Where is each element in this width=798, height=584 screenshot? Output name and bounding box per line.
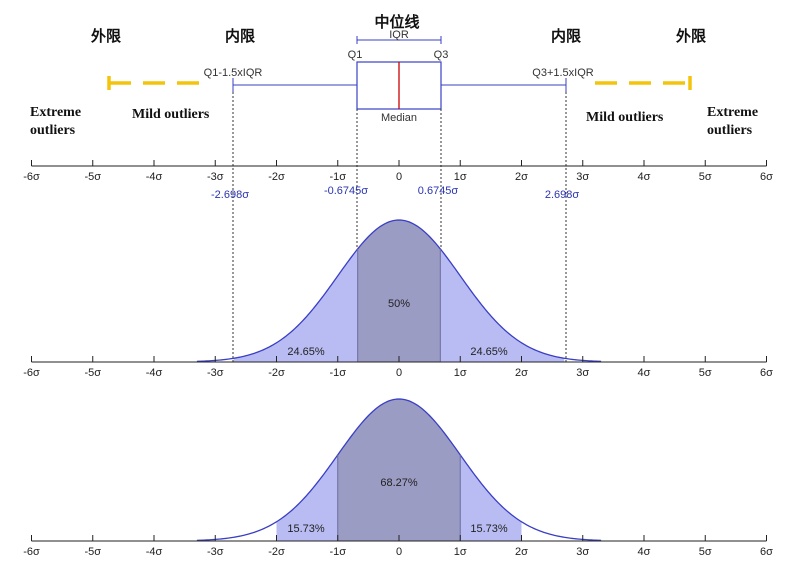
axis-top-tick-label: 6σ [760, 171, 773, 183]
value-pos-q3: 0.6745σ [418, 185, 459, 197]
axis-top-tick-label: -1σ [329, 171, 346, 183]
axis-mid-tick-label: 6σ [760, 367, 773, 379]
inner-fence-left-label: 内限 [225, 27, 255, 45]
axis-mid-tick-label: 1σ [454, 367, 467, 379]
median-label: Median [381, 112, 417, 124]
normal-curve-sigma [196, 398, 602, 542]
axis-mid-tick-label: 3σ [576, 367, 589, 379]
axis-top-tick-label: 5σ [699, 171, 712, 183]
axis-bot-tick-label: 1σ [454, 546, 467, 558]
density-curve-2 [196, 398, 602, 542]
axis-bot-tick-label: 3σ [576, 546, 589, 558]
sigma-axis-bottom: -6σ -5σ -4σ -3σ -2σ -1σ 0 1σ 2σ 3σ 4σ 5σ 6σ [23, 535, 773, 558]
axis-bot-tick-label: -6σ [23, 546, 40, 558]
pct-right-tail-2: 15.73% [470, 523, 508, 535]
axis-bot-tick-label: -2σ [268, 546, 285, 558]
extreme-outliers-right-line2: outliers [707, 123, 753, 138]
axis-mid-tick-label: -5σ [84, 367, 101, 379]
axis-mid-tick-label: 0 [396, 367, 402, 379]
axis-bot-tick-label: 6σ [760, 546, 773, 558]
axis-top-tick-label: -6σ [23, 171, 40, 183]
axis-bot-tick-label: -5σ [84, 546, 101, 558]
inner-fence-right-label: 内限 [551, 27, 581, 45]
sigma-axis-middle: -6σ -5σ -4σ -3σ -2σ -1σ 0 1σ 2σ 3σ 4σ 5σ 6σ [23, 356, 773, 379]
axis-bot-tick-label: 5σ [699, 546, 712, 558]
lower-fence-label: Q1-1.5xIQR [204, 67, 263, 79]
outer-fence-left-label: 外限 [90, 27, 121, 45]
axis-top-tick-label: 0 [396, 171, 402, 183]
axis-top-tick-label: -3σ [207, 171, 224, 183]
value-neg-fence: -2.698σ [211, 189, 249, 201]
axis-mid-tick-label: -4σ [146, 367, 163, 379]
axis-top-tick-label: -5σ [84, 171, 101, 183]
axis-bot-tick-label: 0 [396, 546, 402, 558]
axis-bot-tick-label: 2σ [515, 546, 528, 558]
shaded-region-1-1 [357, 220, 441, 362]
pct-right-tail-1: 24.65% [470, 346, 508, 358]
axis-top-tick-label: -4σ [146, 171, 163, 183]
axis-bot-tick-label: -3σ [207, 546, 224, 558]
q3-label: Q3 [434, 49, 449, 61]
shaded-region-2-1 [337, 399, 461, 541]
axis-top-tick-label: 1σ [454, 171, 467, 183]
outer-fence-right-label: 外限 [675, 27, 706, 45]
boxplot: IQR Q1 Q3 Median Q1-1.5xIQR Q3+1.5xIQR [204, 29, 594, 124]
upper-fence-label: Q3+1.5xIQR [532, 67, 594, 79]
pct-center-1: 50% [388, 298, 410, 310]
mild-outliers-left: Mild outliers [132, 107, 210, 122]
axis-mid-tick-label: 4σ [638, 367, 651, 379]
axis-bot-tick-label: 4σ [638, 546, 651, 558]
pct-center-2: 68.27% [380, 477, 418, 489]
axis-mid-tick-label: -3σ [207, 367, 224, 379]
axis-bot-tick-label: -4σ [146, 546, 163, 558]
shaded-region-1-2 [440, 248, 565, 362]
quartile-guide-lines [232, 92, 567, 362]
axis-mid-tick-label: 5σ [699, 367, 712, 379]
axis-top-tick-label: -2σ [268, 171, 285, 183]
axis-top-tick-label: 3σ [576, 171, 589, 183]
extreme-outliers-left-line1: Extreme [30, 105, 81, 120]
axis-bot-tick-label: -1σ [329, 546, 346, 558]
shaded-region-1-0 [233, 248, 358, 362]
value-pos-fence: 2.698σ [545, 189, 580, 201]
axis-top-tick-label: 4σ [638, 171, 651, 183]
extreme-outliers-right-line1: Extreme [707, 105, 758, 120]
extreme-outliers-left-line2: outliers [30, 123, 76, 138]
axis-mid-tick-label: 2σ [515, 367, 528, 379]
q1-label: Q1 [348, 49, 363, 61]
value-neg-q1: -0.6745σ [324, 185, 368, 197]
pct-left-tail-1: 24.65% [287, 346, 325, 358]
axis-mid-tick-label: -1σ [329, 367, 346, 379]
mild-outliers-right: Mild outliers [586, 110, 664, 125]
pct-left-tail-2: 15.73% [287, 523, 325, 535]
normal-curve-quartiles [196, 219, 602, 363]
median-heading: 中位线 [374, 13, 419, 31]
sigma-axis-top: -6σ -5σ -4σ -3σ -2σ -1σ 0 1σ 2σ 3σ 4σ 5σ 6σ [23, 160, 773, 183]
axis-top-tick-label: 2σ [515, 171, 528, 183]
axis-mid-tick-label: -6σ [23, 367, 40, 379]
density-curve-1 [196, 219, 602, 363]
iqr-label: IQR [389, 29, 409, 41]
outer-fence-extensions [107, 76, 692, 90]
axis-mid-tick-label: -2σ [268, 367, 285, 379]
